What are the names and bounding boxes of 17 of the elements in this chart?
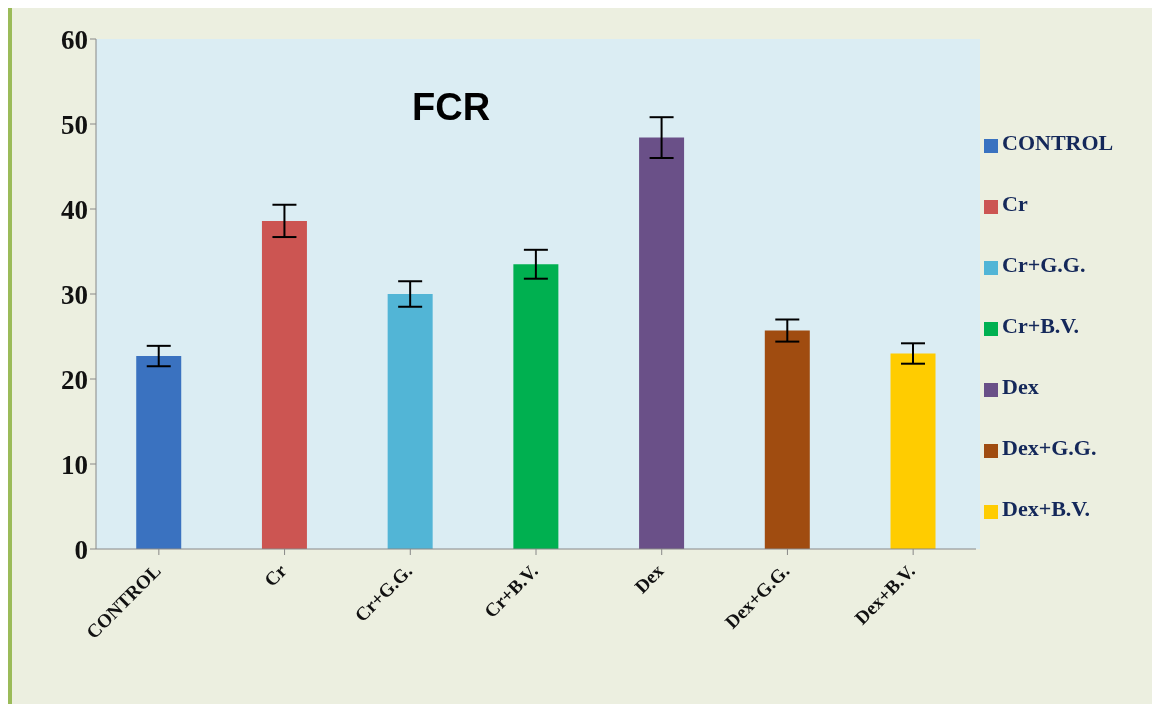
y-tick-label: 0 [74, 534, 88, 565]
y-tick-label: 10 [61, 449, 88, 480]
x-tick-label: Cr [259, 559, 291, 591]
legend-label: Cr+B.V. [1002, 312, 1079, 338]
y-tick-label: 20 [61, 364, 88, 395]
legend-label: Cr [1002, 190, 1028, 216]
y-tick-label: 60 [61, 24, 88, 55]
legend-label: CONTROL [1002, 129, 1114, 155]
legend-label: Dex+B.V. [1002, 495, 1090, 521]
y-tick-label: 50 [61, 109, 88, 140]
y-tick-label: 30 [61, 279, 88, 310]
legend-label: Cr+G.G. [1002, 251, 1086, 277]
legend-label: Dex [1002, 373, 1039, 399]
text: FCR [412, 86, 491, 129]
legend-label: Dex+G.G. [1002, 434, 1097, 460]
y-tick-label: 40 [61, 194, 88, 225]
x-tick-label: Dex [630, 559, 668, 598]
